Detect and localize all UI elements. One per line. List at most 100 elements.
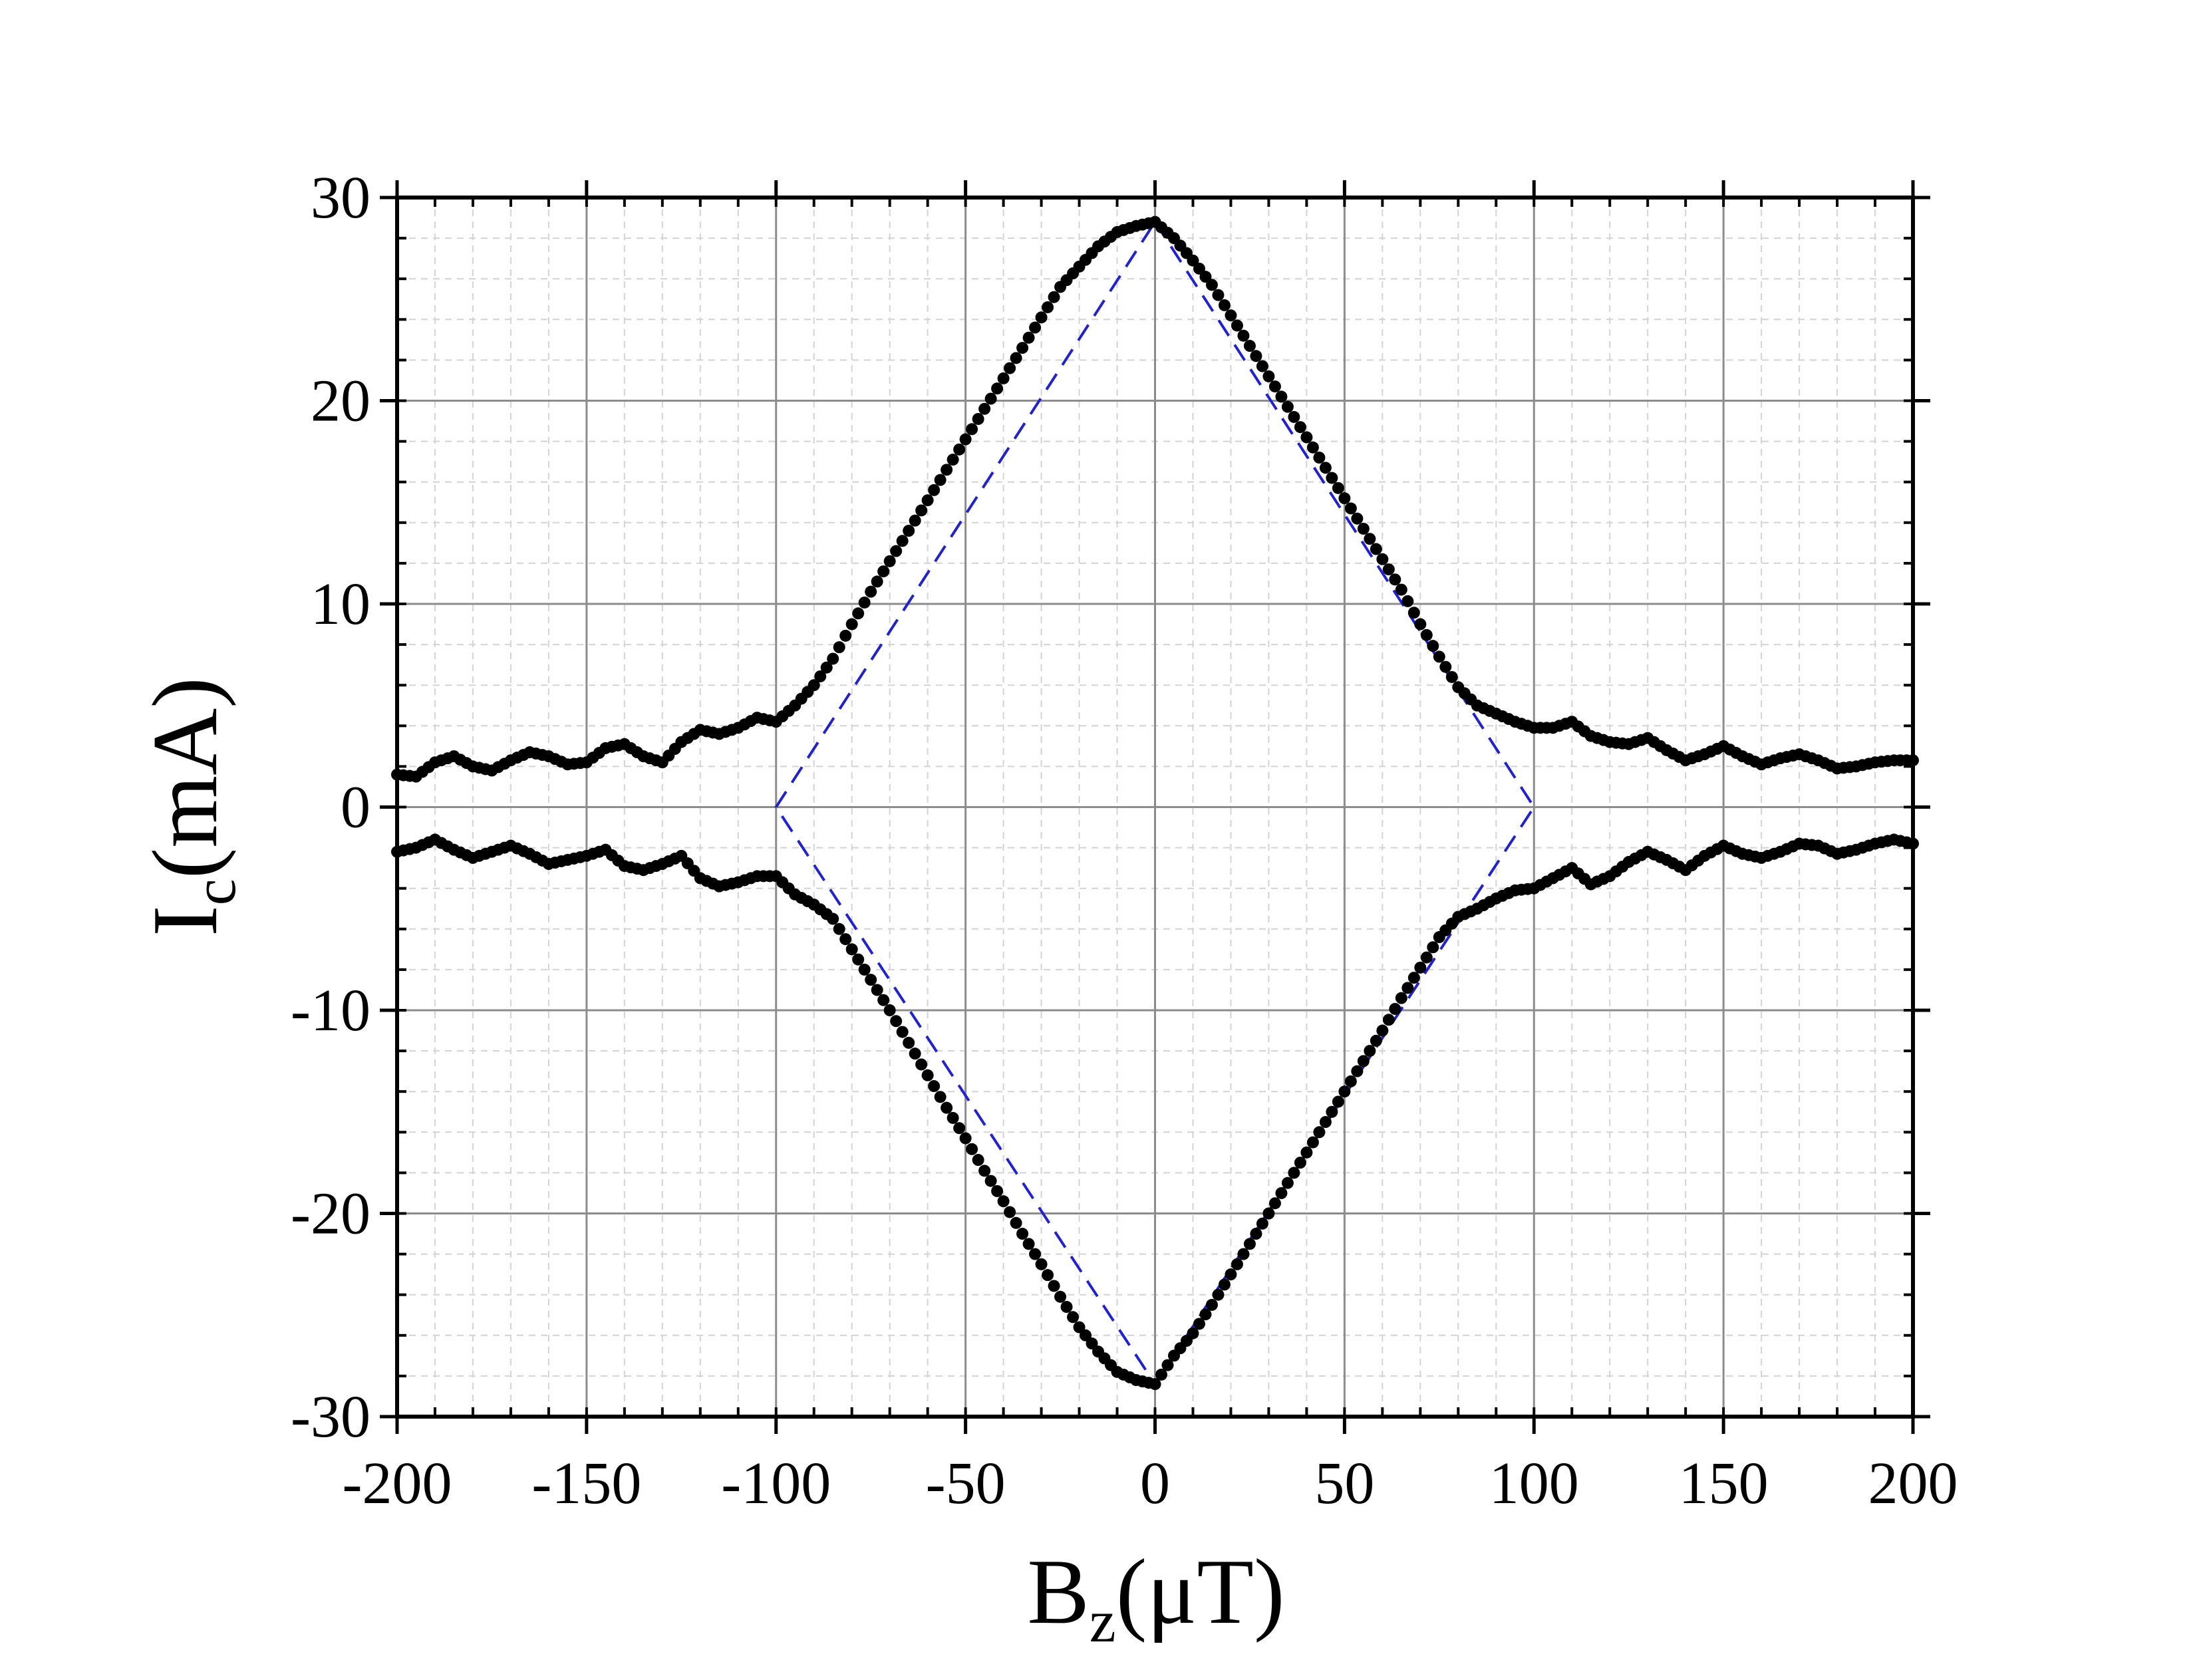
data-point-interp bbox=[1250, 350, 1262, 362]
data-point-interp bbox=[1218, 299, 1231, 311]
data-point-interp bbox=[928, 1080, 941, 1093]
data-point bbox=[1016, 342, 1029, 354]
data-point-interp bbox=[1193, 262, 1205, 275]
data-point bbox=[1319, 462, 1332, 474]
data-point bbox=[903, 1036, 915, 1049]
data-point-interp bbox=[1048, 291, 1060, 303]
data-point bbox=[827, 912, 839, 925]
data-point-interp bbox=[1313, 1126, 1326, 1139]
data-point-interp bbox=[1344, 1075, 1357, 1087]
data-point-interp bbox=[1268, 380, 1281, 393]
data-point-interp bbox=[1401, 595, 1414, 607]
data-point bbox=[1243, 340, 1256, 352]
data-point-interp bbox=[1364, 1045, 1376, 1057]
data-point bbox=[865, 974, 877, 986]
data-point-interp bbox=[984, 392, 997, 405]
data-point bbox=[1414, 618, 1427, 630]
data-point-interp bbox=[915, 1058, 928, 1071]
data-point bbox=[865, 585, 877, 598]
data-point-interp bbox=[858, 963, 871, 976]
y-tick-label: -30 bbox=[291, 1384, 370, 1450]
data-point-interp bbox=[833, 922, 845, 935]
data-point-interp bbox=[991, 1185, 1004, 1197]
data-point bbox=[1262, 370, 1275, 382]
data-point bbox=[1376, 553, 1389, 565]
data-point-interp bbox=[1048, 1280, 1060, 1292]
data-point-interp bbox=[1218, 1278, 1231, 1291]
data-point-interp bbox=[1256, 1217, 1268, 1230]
data-point bbox=[941, 1101, 953, 1114]
data-point bbox=[1357, 1055, 1370, 1067]
data-point-interp bbox=[1004, 362, 1016, 374]
data-point bbox=[1376, 1024, 1389, 1037]
data-point-interp bbox=[1010, 1216, 1022, 1229]
data-point-interp bbox=[1231, 319, 1243, 332]
data-point-interp bbox=[934, 474, 947, 486]
data-point-interp bbox=[1313, 452, 1326, 464]
points-layer bbox=[391, 215, 1919, 1391]
y-tick-label: 20 bbox=[311, 368, 370, 434]
data-point-interp bbox=[1370, 1034, 1382, 1047]
y-axis-title: Ic(mA) bbox=[134, 677, 248, 936]
data-point bbox=[1035, 311, 1048, 324]
data-point-interp bbox=[1161, 1359, 1174, 1371]
data-point bbox=[941, 464, 953, 476]
x-axis-title-main: B bbox=[1027, 1540, 1089, 1643]
data-point bbox=[1035, 1258, 1048, 1270]
data-point-interp bbox=[1370, 543, 1382, 555]
data-point bbox=[1319, 1116, 1332, 1129]
data-point-interp bbox=[1042, 301, 1054, 313]
data-point-interp bbox=[1382, 563, 1395, 576]
data-point bbox=[845, 618, 858, 630]
data-point-interp bbox=[1427, 640, 1439, 652]
data-point-interp bbox=[1193, 1318, 1205, 1330]
data-point bbox=[1395, 992, 1407, 1004]
data-point-interp bbox=[1407, 972, 1420, 984]
data-point bbox=[827, 652, 839, 665]
data-point-interp bbox=[1306, 1136, 1319, 1149]
y-tick-label: -20 bbox=[291, 1181, 370, 1247]
data-point-interp bbox=[1332, 1095, 1344, 1108]
data-point-interp bbox=[877, 994, 890, 1006]
y-tick-label: 10 bbox=[311, 571, 370, 637]
data-point-interp bbox=[1010, 352, 1022, 364]
data-point-interp bbox=[953, 1122, 966, 1135]
data-point-interp bbox=[1344, 502, 1357, 515]
y-axis-title-main: I bbox=[134, 905, 237, 936]
data-point-interp bbox=[934, 1091, 947, 1103]
data-point bbox=[921, 1069, 934, 1081]
data-point bbox=[1262, 1207, 1275, 1220]
data-point-interp bbox=[1294, 421, 1306, 434]
data-point-interp bbox=[1155, 1368, 1167, 1381]
data-point bbox=[1205, 279, 1218, 291]
x-tick-label: 150 bbox=[1679, 1451, 1769, 1516]
x-axis-title-unit: (μT) bbox=[1116, 1540, 1285, 1643]
x-tick-label: 50 bbox=[1314, 1451, 1374, 1516]
data-point-interp bbox=[1275, 1187, 1288, 1199]
data-point-interp bbox=[1382, 1014, 1395, 1026]
data-point-interp bbox=[1256, 360, 1268, 372]
data-point-interp bbox=[909, 514, 921, 527]
data-point-interp bbox=[928, 484, 941, 496]
data-point bbox=[1395, 583, 1407, 596]
data-point-interp bbox=[1029, 1248, 1042, 1260]
data-point bbox=[1149, 1378, 1161, 1391]
data-point bbox=[903, 525, 915, 537]
data-point bbox=[1338, 1085, 1351, 1098]
data-point-interp bbox=[1029, 321, 1042, 334]
data-point-interp bbox=[1351, 1065, 1364, 1077]
data-point-interp bbox=[1294, 1157, 1306, 1169]
data-point-interp bbox=[896, 1026, 909, 1038]
data-point bbox=[883, 555, 896, 567]
data-point-interp bbox=[1326, 472, 1338, 484]
ticks-layer bbox=[380, 180, 1930, 1434]
data-point bbox=[1281, 400, 1294, 413]
tick-labels-layer: -200 -150 -100 -50 0 50 100 150 200-30-20-100102… bbox=[291, 165, 1958, 1516]
data-point bbox=[807, 679, 820, 692]
data-point-interp bbox=[1439, 660, 1452, 673]
data-point-interp bbox=[852, 607, 865, 620]
data-point-interp bbox=[947, 454, 959, 466]
x-tick-label: 200 bbox=[1868, 1451, 1958, 1516]
data-point-interp bbox=[1231, 1258, 1243, 1270]
data-point-interp bbox=[858, 596, 871, 609]
